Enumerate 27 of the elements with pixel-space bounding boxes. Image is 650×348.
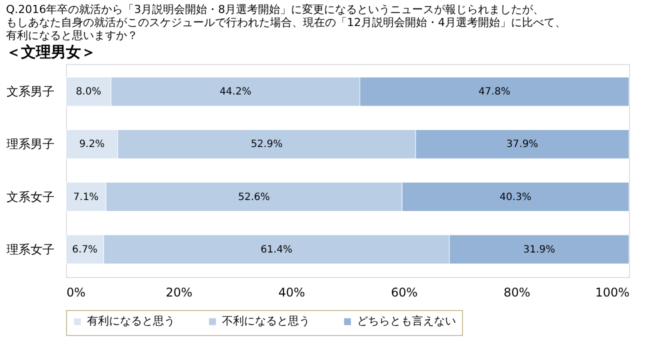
y-tick-label: 文系女子 bbox=[6, 190, 54, 204]
legend-label: 有利になると思う bbox=[87, 314, 175, 328]
data-label: 37.9% bbox=[506, 139, 538, 150]
data-label: 52.6% bbox=[238, 192, 270, 203]
x-tick-label: 80% bbox=[504, 286, 530, 300]
chart-subtitle: ＜文理男女＞ bbox=[6, 43, 96, 61]
chart-title: Q.2016年卒の就活から「3月説明会開始・8月選考開始」に変更になるというニュースが報じられましたが、もしあなた自身の就活がこのスケジュールで行われた場合、現在の「12月説明会開始・4月選考開始」に比べて、有利になると思いますか？ bbox=[6, 3, 566, 42]
data-label: 44.2% bbox=[220, 86, 252, 98]
data-label: 31.9% bbox=[523, 244, 556, 256]
data-label: 47.8% bbox=[478, 86, 510, 98]
data-label: 8.0% bbox=[76, 86, 102, 98]
y-tick-label: 文系男子 bbox=[6, 84, 54, 99]
x-tick-label: 20% bbox=[166, 286, 192, 300]
data-label: 40.3% bbox=[500, 192, 532, 203]
data-label: 52.9% bbox=[250, 139, 283, 150]
y-tick-label: 理系男子 bbox=[6, 137, 54, 152]
legend-label: 不利になると思う bbox=[222, 314, 310, 328]
x-tick-label: 100% bbox=[595, 286, 630, 300]
x-tick-label: 40% bbox=[278, 286, 306, 300]
data-label: 7.1% bbox=[73, 192, 99, 203]
legend-label: どちらとも言えない bbox=[357, 314, 456, 328]
data-label: 61.4% bbox=[260, 244, 292, 256]
y-tick-label: 理系女子 bbox=[6, 242, 54, 256]
x-tick-label: 60% bbox=[390, 286, 418, 300]
x-tick-label: 0% bbox=[66, 286, 86, 300]
data-label: 9.2% bbox=[79, 139, 105, 150]
data-label: 6.7% bbox=[72, 244, 98, 256]
